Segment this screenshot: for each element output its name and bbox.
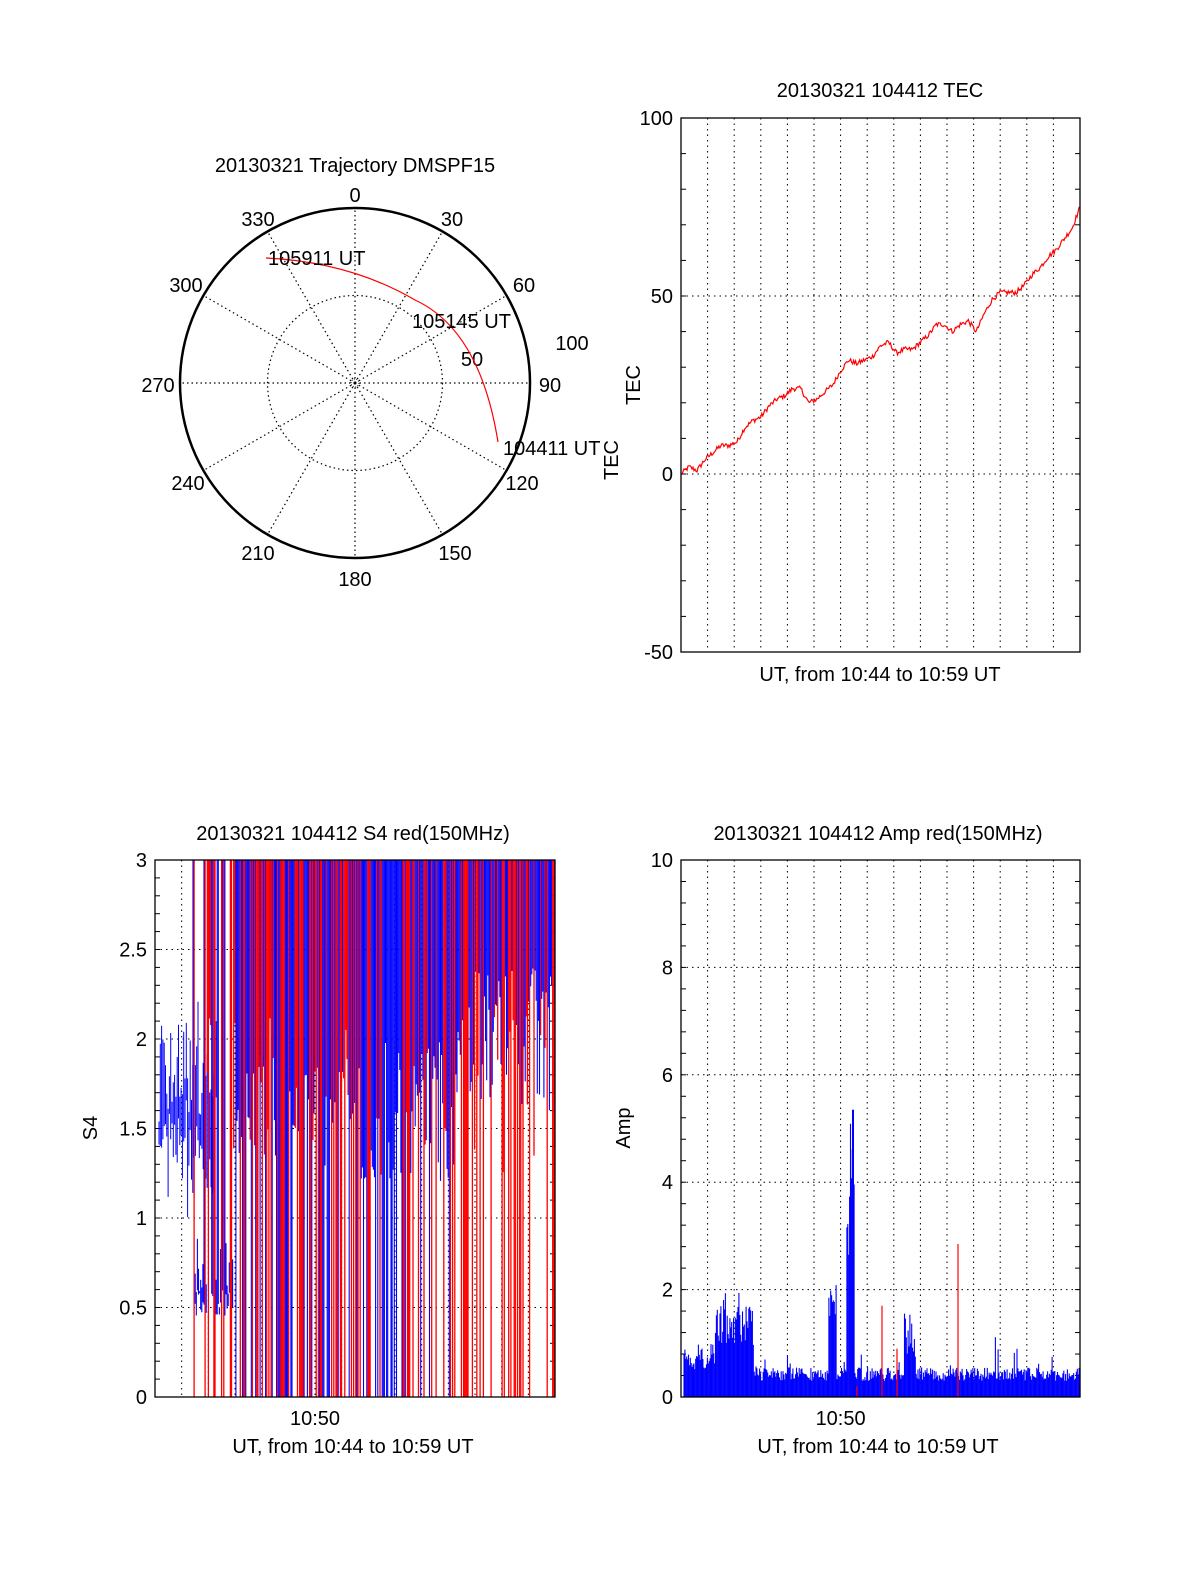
polar-grid-circle bbox=[266, 294, 444, 472]
polar-radial-label: 100 bbox=[555, 333, 588, 355]
amp-title: 20130321 104412 Amp red(150MHz) bbox=[713, 823, 1042, 845]
tec-series-line bbox=[680, 206, 1081, 476]
polar-angle-label: 180 bbox=[338, 569, 371, 591]
polar-spoke bbox=[266, 382, 356, 535]
polar-time-annotation: 104411 UT bbox=[503, 438, 600, 460]
x-tick-label: 10:50 bbox=[290, 1408, 340, 1430]
polar-title: 20130321 Trajectory DMSPF15 bbox=[215, 155, 495, 177]
amp-ylabel: Amp bbox=[613, 1107, 635, 1148]
y-tick-label: 2 bbox=[136, 1029, 147, 1051]
s4-xlabel: UT, from 10:44 to 10:59 UT bbox=[232, 1436, 473, 1458]
plot-frame bbox=[154, 859, 556, 1398]
polar-angle-label: 30 bbox=[441, 209, 463, 231]
y-tick-label: 3 bbox=[136, 850, 147, 872]
polar-time-annotation: 105911 UT bbox=[268, 248, 365, 270]
y-tick-label: 8 bbox=[662, 957, 673, 979]
s4-title: 20130321 104412 S4 red(150MHz) bbox=[196, 823, 510, 845]
polar-angle-label: 330 bbox=[241, 209, 274, 231]
polar-time-annotation: 105145 UT bbox=[412, 311, 511, 333]
y-tick-label: 1.5 bbox=[119, 1119, 147, 1141]
y-tick-label: 2 bbox=[662, 1280, 673, 1302]
polar-angle-label: 300 bbox=[169, 275, 202, 297]
y-tick-label: 100 bbox=[640, 108, 673, 130]
polar-angle-label: 60 bbox=[513, 275, 535, 297]
polar-trajectory-line bbox=[265, 257, 499, 443]
s4-ylabel: S4 bbox=[80, 1116, 102, 1140]
polar-side-label: TEC bbox=[601, 440, 623, 480]
y-tick-label: 4 bbox=[662, 1172, 673, 1194]
y-tick-label: 2.5 bbox=[119, 940, 147, 962]
y-tick-label: 0 bbox=[662, 1387, 673, 1409]
y-tick-label: 10 bbox=[651, 850, 673, 872]
amp-xlabel: UT, from 10:44 to 10:59 UT bbox=[757, 1436, 998, 1458]
polar-outer-circle bbox=[178, 206, 532, 560]
amp-plot: 20130321 104412 Amp red(150MHz) UT, from… bbox=[613, 823, 1081, 1458]
tec-ylabel: TEC bbox=[623, 365, 645, 405]
y-tick-label: 0.5 bbox=[119, 1298, 147, 1320]
y-tick-label: 1 bbox=[136, 1208, 147, 1230]
polar-spoke bbox=[354, 231, 444, 384]
tec-plot: 20130321 104412 TEC UT, from 10:44 to 10… bbox=[623, 80, 1081, 686]
polar-angle-label: 0 bbox=[349, 185, 360, 207]
polar-angle-label: 240 bbox=[171, 473, 204, 495]
y-tick-label: 0 bbox=[662, 464, 673, 486]
polar-center-mark bbox=[350, 378, 360, 388]
y-tick-label: 0 bbox=[136, 1387, 147, 1409]
plot-frame bbox=[680, 859, 1081, 1398]
plot-frame bbox=[680, 117, 1081, 653]
polar-angle-label: 210 bbox=[241, 543, 274, 565]
tec-title: 20130321 104412 TEC bbox=[777, 80, 983, 102]
polar-angle-label: 270 bbox=[141, 375, 174, 397]
polar-radial-label: 50 bbox=[461, 349, 483, 371]
y-tick-label: -50 bbox=[644, 642, 673, 664]
polar-angle-label: 90 bbox=[539, 375, 561, 397]
y-tick-label: 6 bbox=[662, 1065, 673, 1087]
y-tick-label: 50 bbox=[651, 286, 673, 308]
x-tick-label: 10:50 bbox=[816, 1408, 866, 1430]
polar-angle-label: 120 bbox=[505, 473, 538, 495]
polar-trajectory-plot: 20130321 Trajectory DMSPF15 TEC 0 30 60 90 1… bbox=[141, 155, 623, 591]
s4-plot: 20130321 104412 S4 red(150MHz) UT, from … bbox=[80, 823, 556, 1458]
tec-xlabel: UT, from 10:44 to 10:59 UT bbox=[759, 664, 1000, 686]
polar-angle-label: 150 bbox=[438, 543, 471, 565]
polar-spoke bbox=[203, 382, 356, 472]
